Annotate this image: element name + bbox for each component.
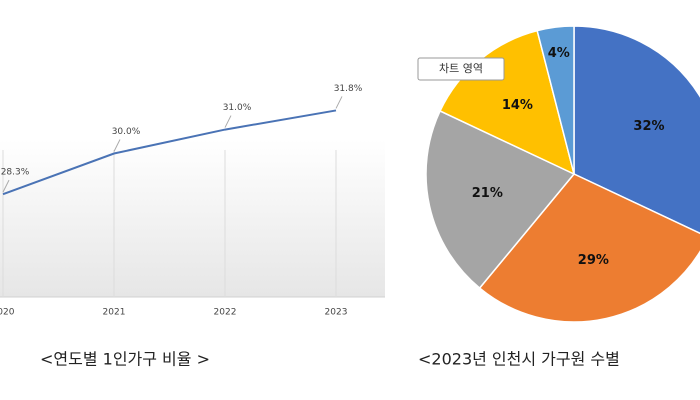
- plot-background: [0, 140, 385, 297]
- tooltip-box: [417, 57, 505, 81]
- data-label: 31.8%: [334, 84, 363, 94]
- data-label: 14%: [502, 98, 533, 113]
- data-label: 30.0%: [112, 127, 141, 137]
- data-label: 29%: [578, 253, 609, 268]
- pie-slice: [478, 173, 700, 323]
- line-series: [2, 109, 337, 196]
- pie-slice: [536, 25, 575, 175]
- data-label: 4%: [548, 46, 570, 61]
- caption: <연도별 1인가구 비율 >: [40, 350, 210, 369]
- leader-line: [335, 96, 343, 109]
- leader-line: [113, 139, 121, 152]
- data-label: 31.0%: [223, 103, 252, 113]
- x-tick-label: 2023: [325, 308, 348, 318]
- data-label: 21%: [472, 186, 503, 201]
- caption: <2023년 인천시 가구원 수별: [418, 350, 620, 369]
- x-tick-label: 2022: [214, 308, 237, 318]
- tooltip: 차트 영역: [439, 62, 483, 75]
- data-label: 28.3%: [1, 168, 30, 178]
- data-label: 32%: [633, 119, 664, 134]
- leader-line: [224, 115, 232, 128]
- x-tick-label: 2021: [103, 308, 126, 318]
- leader-line: [2, 179, 10, 193]
- pie-slice: [425, 109, 576, 290]
- pie-slice: [573, 25, 700, 235]
